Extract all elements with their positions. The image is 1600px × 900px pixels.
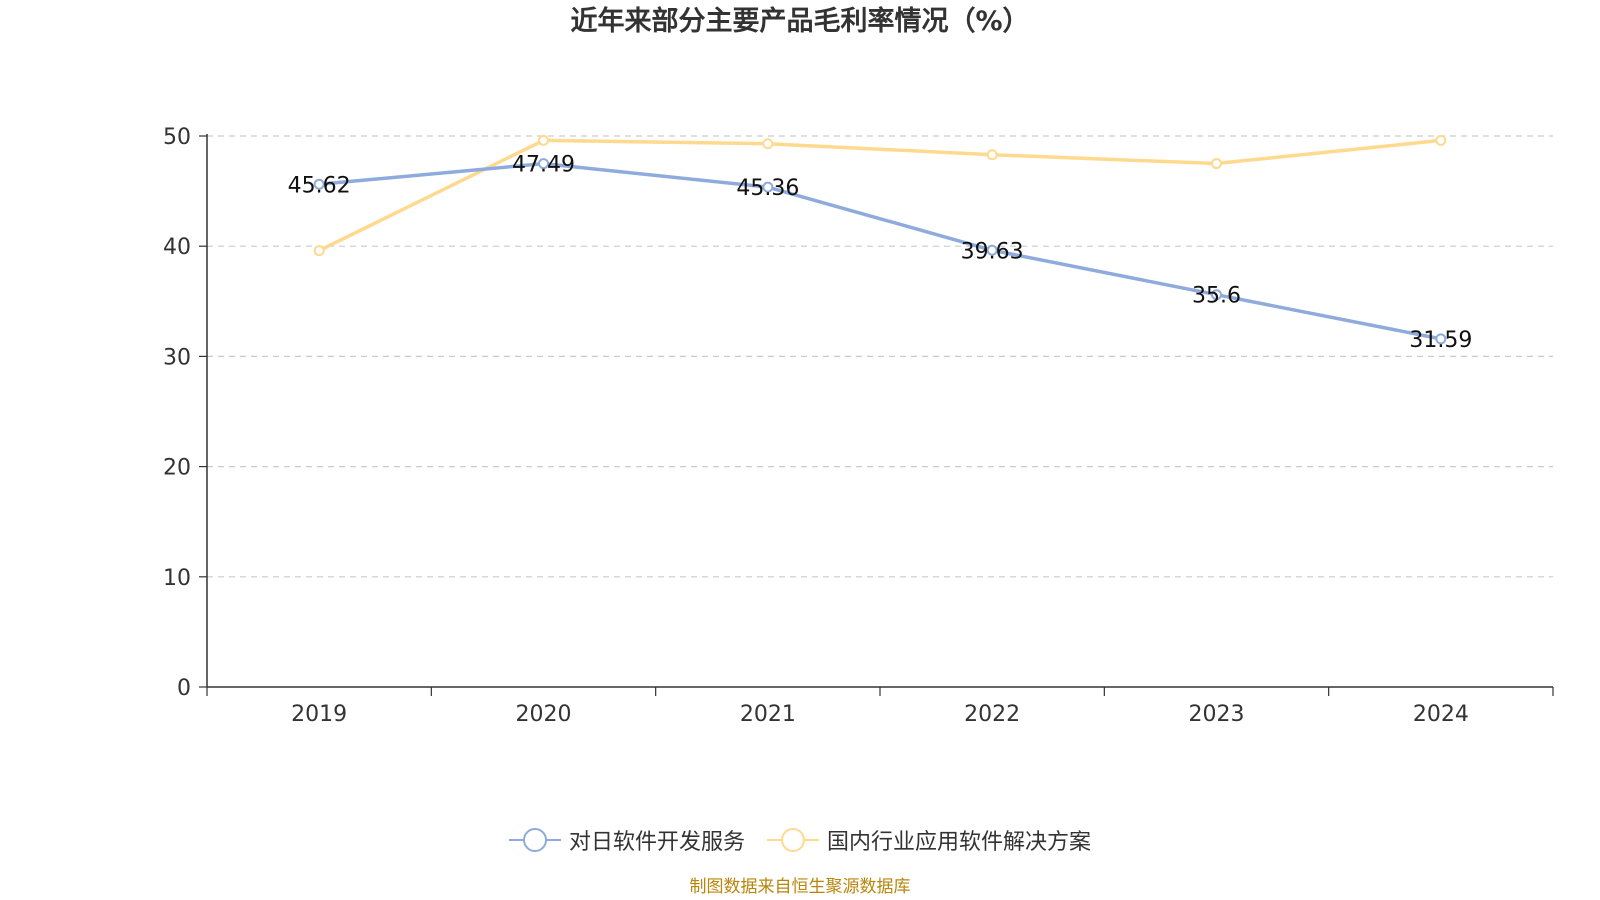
data-point (1211, 289, 1222, 301)
data-label: 47.49 (512, 153, 575, 178)
x-tick-label: 2024 (1413, 702, 1469, 727)
source-note: 制图数据来自恒生聚源数据库 (689, 877, 911, 897)
data-point (538, 158, 549, 170)
legend: 对日软件开发服务 国内行业应用软件解决方案 (0, 820, 1600, 860)
data-point (986, 149, 998, 161)
data-label: 35.6 (1192, 284, 1241, 309)
chart-title: 近年来部分主要产品毛利率情况（%） (570, 6, 1030, 37)
data-point (313, 245, 325, 257)
legend-line-circle-icon (767, 825, 819, 855)
data-point (313, 178, 325, 190)
data-labels: 45.62 47.49 45.36 39.63 35.6 31.59 (288, 153, 1473, 353)
data-point (986, 244, 998, 256)
legend-label: 对日软件开发服务 (568, 830, 745, 855)
y-tick-label: 50 (163, 125, 191, 150)
data-label: 39.63 (961, 239, 1024, 264)
data-point (538, 134, 549, 146)
x-tick-label: 2023 (1189, 702, 1245, 727)
data-point (762, 181, 774, 193)
data-point (1435, 333, 1447, 345)
series-line-1 (319, 161, 1442, 341)
y-tick-label: 0 (177, 676, 191, 701)
x-tick-label: 2020 (516, 702, 572, 727)
series-line-2 (318, 138, 1442, 253)
grid-lines (207, 135, 1553, 578)
data-point (1211, 158, 1222, 170)
data-point (1435, 134, 1447, 146)
y-tick-label: 20 (163, 456, 191, 481)
legend-label: 国内行业应用软件解决方案 (827, 830, 1092, 855)
series-lines (318, 138, 1442, 341)
data-point (762, 138, 774, 150)
axes: 0 10 20 30 40 50 2019 2020 2021 2022 2023 2024 (163, 125, 1554, 727)
data-points (313, 134, 1447, 345)
x-tick-label: 2021 (740, 702, 796, 727)
y-tick-label: 40 (163, 235, 191, 260)
legend-line-circle-icon (508, 825, 561, 855)
y-tick-label: 10 (163, 566, 191, 591)
y-tick-label: 30 (163, 345, 191, 370)
x-tick-label: 2022 (964, 702, 1020, 727)
data-label: 45.62 (288, 173, 351, 198)
x-tick-label: 2019 (291, 702, 347, 727)
data-label: 31.59 (1409, 328, 1472, 353)
data-label: 45.36 (736, 176, 799, 201)
legend-item-series-1[interactable]: 对日软件开发服务 (508, 824, 745, 856)
legend-item-series-2[interactable]: 国内行业应用软件解决方案 (767, 824, 1091, 856)
